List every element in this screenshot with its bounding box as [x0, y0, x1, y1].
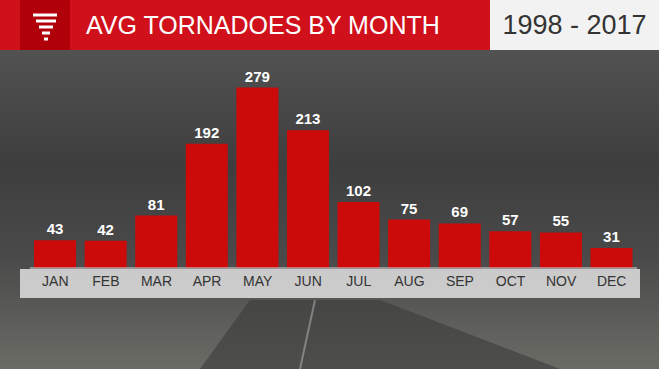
- html-text:AVG TORNADOES BY MONTH: AVG TORNADOES BY MONTH: [86, 11, 440, 39]
- svg-text:SEP: SEP: [446, 273, 474, 289]
- svg-text:JUN: JUN: [295, 273, 322, 289]
- svg-text:279: 279: [245, 68, 270, 85]
- svg-text:55: 55: [553, 212, 570, 229]
- svg-text:JAN: JAN: [42, 273, 68, 289]
- svg-text:AUG: AUG: [394, 273, 424, 289]
- svg-text:102: 102: [346, 182, 371, 199]
- svg-text:31: 31: [603, 228, 620, 245]
- svg-text:JUL: JUL: [346, 273, 371, 289]
- svg-text:43: 43: [47, 220, 64, 237]
- svg-text:NOV: NOV: [546, 273, 577, 289]
- svg-text:75: 75: [401, 200, 418, 217]
- svg-text:42: 42: [97, 221, 114, 238]
- svg-text:MAY: MAY: [243, 273, 273, 289]
- svg-text:OCT: OCT: [496, 273, 526, 289]
- svg-text:DEC: DEC: [597, 273, 627, 289]
- svg-text:192: 192: [194, 124, 219, 141]
- svg-text:APR: APR: [193, 273, 222, 289]
- svg-text:FEB: FEB: [92, 273, 119, 289]
- svg-text:69: 69: [451, 203, 468, 220]
- html-text:1998 - 2017: 1998 - 2017: [502, 10, 647, 40]
- svg-text:213: 213: [295, 110, 320, 127]
- svg-text:81: 81: [148, 196, 165, 213]
- svg-text:57: 57: [502, 211, 519, 228]
- svg-text:MAR: MAR: [141, 273, 172, 289]
